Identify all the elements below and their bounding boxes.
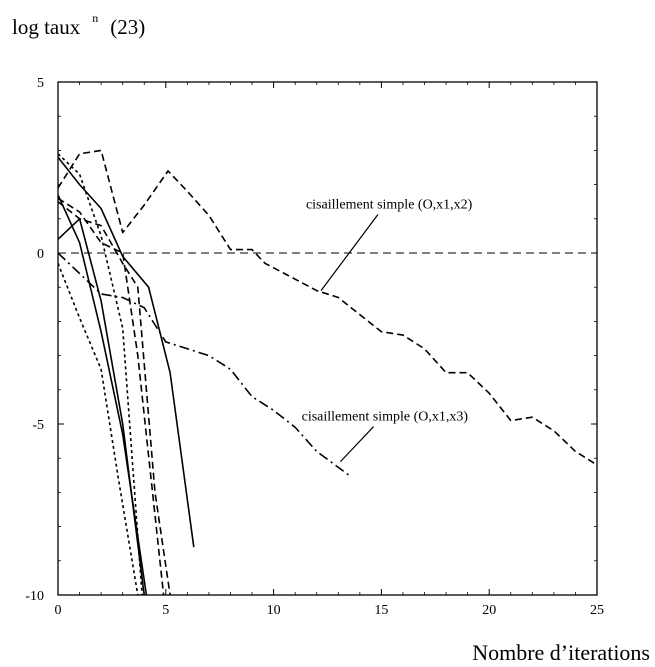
series-line-7	[58, 263, 139, 595]
x-tick-label: 0	[55, 603, 62, 618]
y-tick-label: 5	[37, 76, 44, 91]
series-line-3	[58, 156, 195, 548]
series-line-2	[58, 252, 350, 476]
series-line-9	[58, 197, 165, 595]
series-line-1	[58, 149, 597, 466]
chart-title-prefix: log taux	[12, 15, 81, 39]
series-line-5	[58, 194, 148, 595]
chart-title-suffix: (23)	[110, 15, 145, 39]
series-line-6	[58, 153, 143, 595]
series-group	[58, 149, 597, 595]
x-tick-label: 5	[162, 603, 169, 618]
annotation-label-2: cisaillement simple (O,x1,x3)	[302, 410, 469, 425]
y-tick-label: -10	[25, 589, 44, 604]
chart-title: log taux n (23)	[12, 11, 145, 39]
annotation-pointer-1	[320, 214, 379, 291]
plot-area	[57, 81, 598, 596]
axis-ticks: 0 5 10 15 20 25 5 0 -5 -10	[25, 76, 604, 618]
annotation-pointer-2	[340, 426, 375, 463]
series-line-8	[58, 201, 171, 595]
y-tick-label: 0	[37, 247, 44, 262]
x-tick-label: 15	[374, 603, 388, 618]
chart-title-superscript: n	[92, 11, 98, 25]
series-line-4	[58, 218, 145, 595]
x-tick-label: 25	[590, 603, 604, 618]
plot-frame	[57, 81, 598, 596]
x-tick-label: 10	[267, 603, 281, 618]
x-axis-label: Nombre d’iterations	[472, 640, 650, 665]
y-tick-label: -5	[32, 418, 44, 433]
annotations: cisaillement simple (O,x1,x2) cisaillemen…	[302, 198, 473, 463]
x-tick-label: 20	[482, 603, 496, 618]
annotation-label-1: cisaillement simple (O,x1,x2)	[306, 198, 473, 213]
